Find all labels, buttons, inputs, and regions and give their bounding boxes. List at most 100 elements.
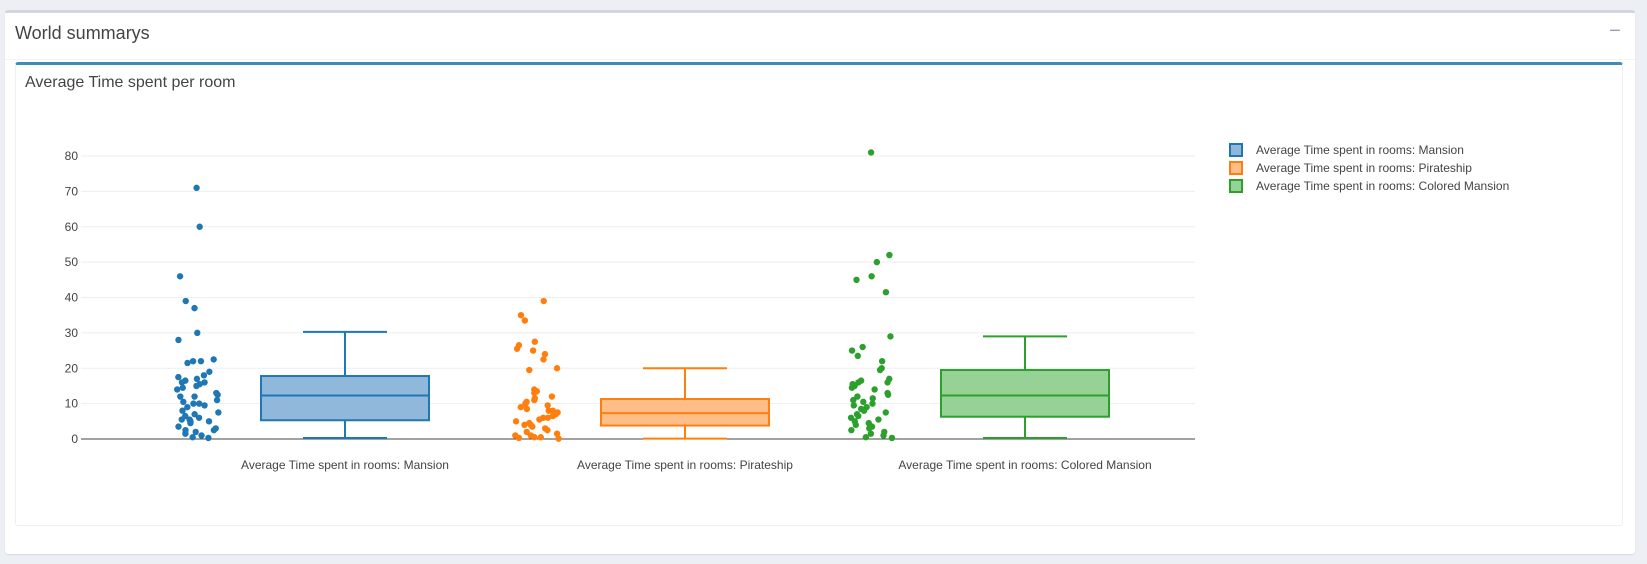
data-point xyxy=(888,434,896,442)
chart-panel: Average Time spent per room 0 10 20 30 40 50 6… xyxy=(15,62,1623,526)
data-point xyxy=(848,347,856,354)
data-point xyxy=(887,333,894,340)
data-point xyxy=(210,426,218,434)
data-point xyxy=(531,389,538,397)
data-point xyxy=(179,384,186,391)
data-point xyxy=(553,365,561,372)
data-point xyxy=(176,273,184,280)
data-point xyxy=(884,391,892,398)
data-point xyxy=(205,434,212,442)
x-category-label: Average Time spent in rooms: Pirateship xyxy=(577,458,793,472)
data-point xyxy=(875,416,882,423)
world-summary-panel: World summarys − Average Time spent per … xyxy=(5,10,1635,554)
data-point xyxy=(553,430,561,437)
data-point xyxy=(523,405,531,413)
data-point xyxy=(191,393,198,400)
x-category-label: Average Time spent in rooms: Mansion xyxy=(241,458,449,472)
data-point xyxy=(175,373,182,381)
data-point xyxy=(517,403,525,411)
data-point xyxy=(555,435,562,442)
data-point xyxy=(201,379,208,386)
data-point xyxy=(178,416,185,423)
box xyxy=(940,369,1110,418)
data-point xyxy=(213,396,221,404)
data-point xyxy=(191,304,198,312)
data-point xyxy=(193,184,200,192)
data-point xyxy=(206,368,213,375)
data-point xyxy=(850,396,857,404)
legend-swatch xyxy=(1229,143,1243,157)
data-point xyxy=(189,434,196,441)
data-point xyxy=(878,357,886,365)
data-point xyxy=(860,398,867,406)
data-point xyxy=(190,400,197,407)
data-point xyxy=(517,311,525,319)
data-point xyxy=(869,400,876,407)
data-point xyxy=(850,402,858,409)
panel-header: World summarys − xyxy=(5,13,1635,60)
data-point xyxy=(871,386,878,393)
legend-swatch xyxy=(1229,161,1243,175)
data-point xyxy=(529,423,536,430)
data-point xyxy=(210,356,217,363)
data-point xyxy=(526,366,533,374)
data-point xyxy=(196,223,203,230)
y-tick-label: 10 xyxy=(65,397,79,411)
data-point xyxy=(869,395,876,402)
data-point xyxy=(191,411,198,418)
data-point xyxy=(852,421,859,429)
data-point xyxy=(548,393,556,400)
data-point xyxy=(178,379,186,386)
data-point xyxy=(512,418,520,425)
data-point xyxy=(195,414,203,421)
data-point xyxy=(515,434,523,442)
y-tick-label: 50 xyxy=(65,255,79,269)
data-point xyxy=(886,251,893,259)
data-point xyxy=(189,357,197,365)
box-plot-chart: 0 10 20 30 40 50 60 70 80 Average Time spent in r… xyxy=(65,143,1509,472)
collapse-icon[interactable]: − xyxy=(1609,20,1621,42)
data-point xyxy=(882,409,889,416)
data-point xyxy=(873,258,881,266)
y-tick-label: 60 xyxy=(65,220,79,234)
y-tick-label: 20 xyxy=(65,361,79,375)
data-point xyxy=(182,297,189,305)
data-point xyxy=(531,396,538,404)
x-category-label: Average Time spent in rooms: Colored Man… xyxy=(898,458,1151,472)
data-point xyxy=(855,412,862,420)
data-point xyxy=(177,393,184,400)
box xyxy=(260,375,430,422)
data-point xyxy=(214,391,221,398)
data-point xyxy=(201,402,208,409)
data-point xyxy=(197,357,205,365)
data-point xyxy=(880,432,887,439)
legend-entry: Average Time spent in rooms: Mansion xyxy=(1256,143,1464,157)
data-point xyxy=(860,407,868,414)
legend-swatch xyxy=(1229,179,1243,193)
data-point xyxy=(853,276,860,284)
data-point xyxy=(549,412,557,420)
data-point xyxy=(537,434,544,441)
data-point xyxy=(179,407,186,414)
y-tick-label: 40 xyxy=(65,291,79,305)
data-point xyxy=(529,347,537,354)
data-point xyxy=(541,350,549,358)
y-tick-label: 80 xyxy=(65,149,79,163)
data-point xyxy=(540,297,547,305)
data-point xyxy=(184,359,191,367)
data-point xyxy=(867,430,875,437)
data-point xyxy=(196,400,203,407)
data-point xyxy=(854,352,861,360)
data-point xyxy=(184,403,191,411)
data-point xyxy=(187,419,194,427)
data-point xyxy=(544,402,551,409)
data-point xyxy=(175,423,182,430)
data-point xyxy=(193,382,200,390)
data-point xyxy=(884,379,891,386)
data-point xyxy=(531,338,539,345)
data-point xyxy=(536,416,543,423)
data-point xyxy=(200,372,208,379)
data-point xyxy=(544,414,552,421)
data-point xyxy=(174,386,181,393)
data-point xyxy=(192,428,199,436)
